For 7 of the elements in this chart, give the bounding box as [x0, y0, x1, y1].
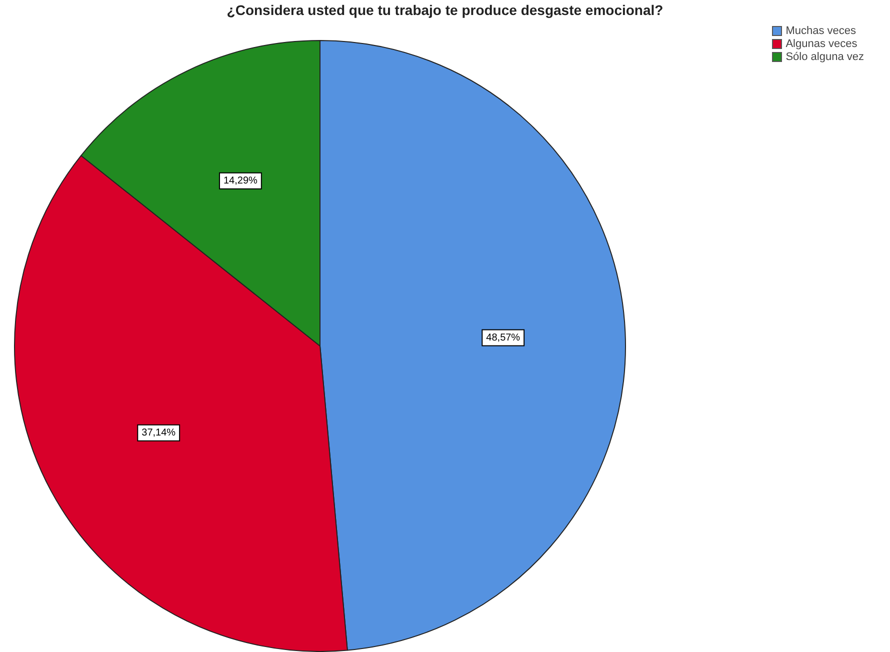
data-label: 37,14%	[142, 428, 176, 439]
legend-label: Sólo alguna vez	[784, 50, 864, 63]
legend-label: Muchas veces	[784, 24, 858, 37]
legend-label: Algunas veces	[784, 37, 858, 50]
data-label: 48,57%	[486, 332, 520, 344]
chart-title: ¿Considera usted que tu trabajo te produce desgaste emocional?	[226, 2, 664, 18]
data-label: 14,29%	[223, 176, 258, 187]
